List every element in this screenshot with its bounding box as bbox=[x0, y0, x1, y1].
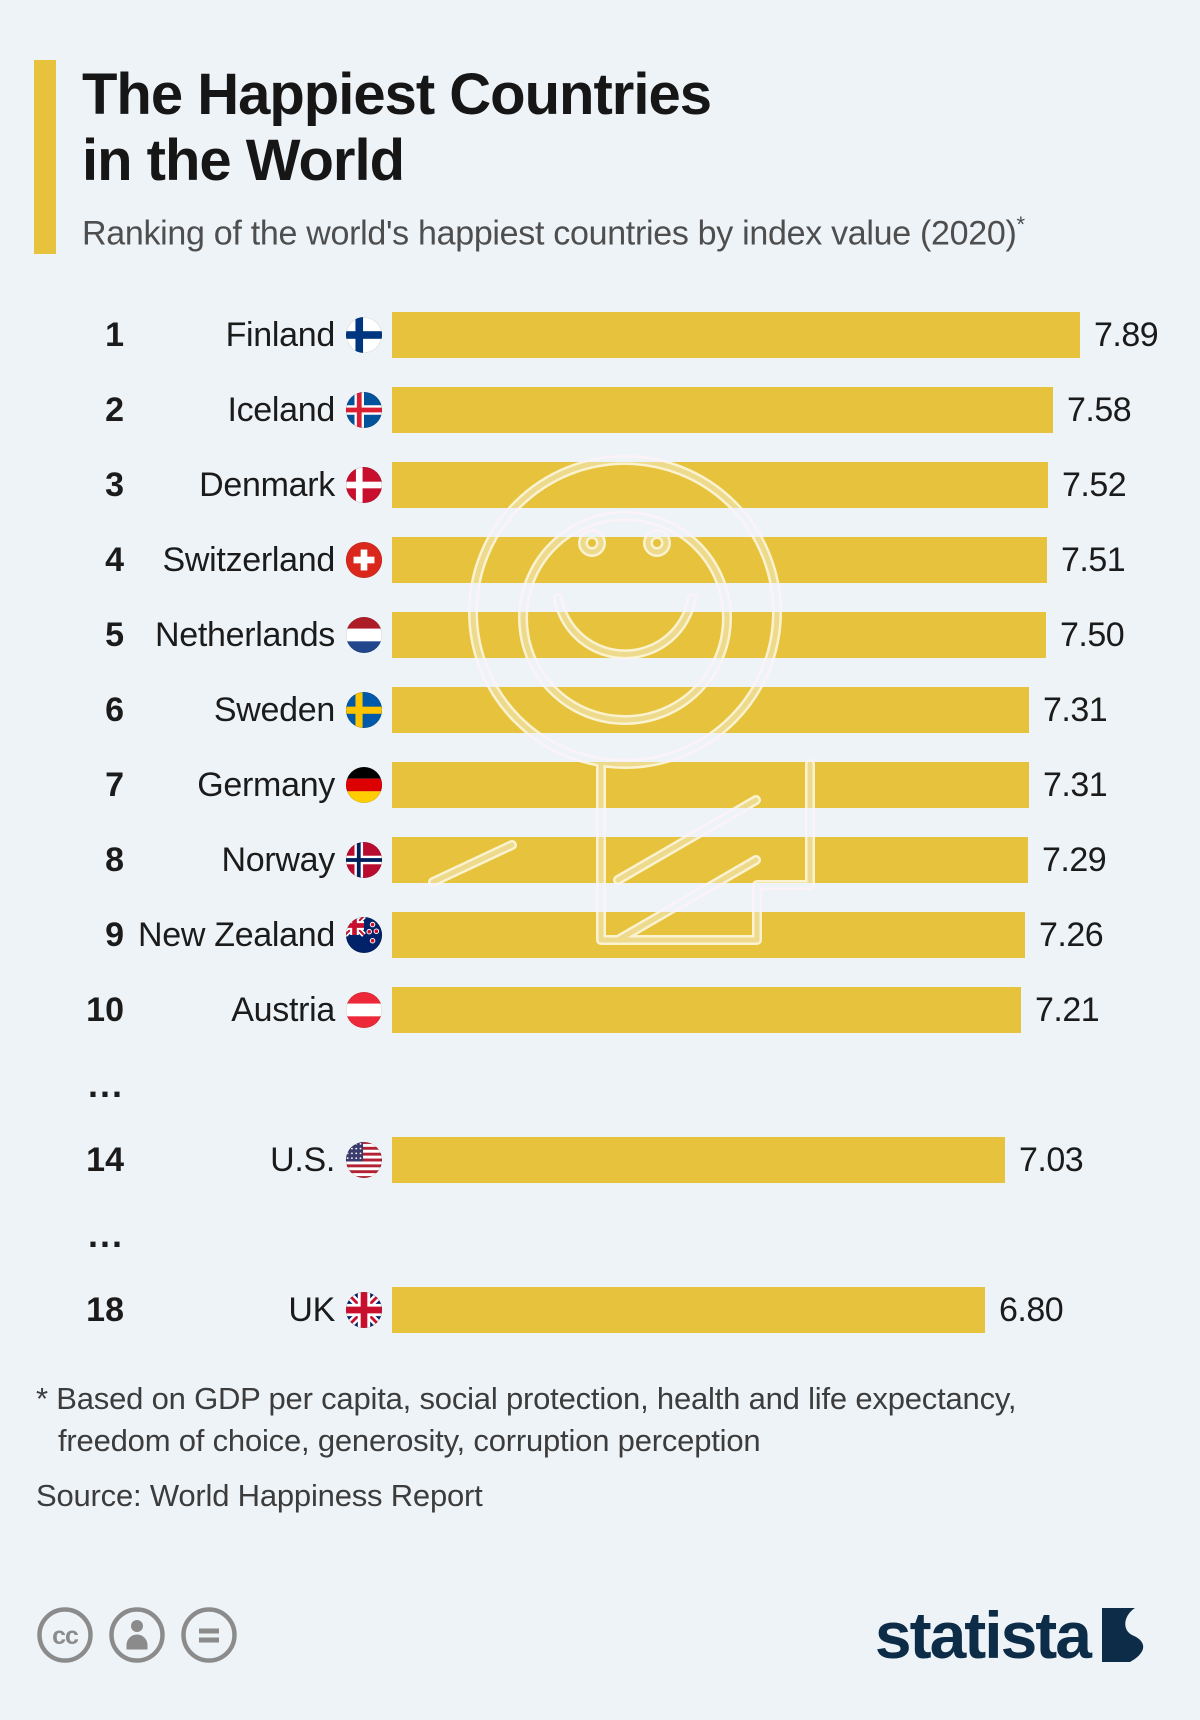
bar bbox=[392, 462, 1048, 509]
rank-label: 10 bbox=[86, 990, 124, 1029]
chart-row: 8 Norway 7.29 bbox=[0, 823, 1200, 898]
ellipsis-row: ... bbox=[0, 1048, 1200, 1123]
us-flag bbox=[345, 1141, 383, 1179]
bar bbox=[392, 687, 1029, 734]
austria-flag bbox=[345, 991, 383, 1029]
rank-label: 5 bbox=[105, 615, 124, 654]
value-label: 7.31 bbox=[1043, 690, 1108, 729]
ellipsis-label: ... bbox=[87, 1064, 124, 1106]
value-label: 7.26 bbox=[1039, 915, 1104, 954]
value-label: 7.29 bbox=[1042, 840, 1107, 879]
chart-row: 6 Sweden 7.31 bbox=[0, 673, 1200, 748]
chart-row: 2 Iceland 7.58 bbox=[0, 373, 1200, 448]
value-label: 7.51 bbox=[1061, 540, 1126, 579]
license-badges: cc bbox=[36, 1606, 238, 1664]
country-label: UK bbox=[288, 1290, 335, 1329]
country-label: Austria bbox=[231, 990, 335, 1029]
cc-icon: cc bbox=[37, 1607, 93, 1663]
netherlands-flag bbox=[345, 616, 383, 654]
statista-wordmark: statista bbox=[874, 1597, 1092, 1672]
footnote-line-2: freedom of choice, generosity, corruptio… bbox=[58, 1422, 761, 1458]
germany-flag bbox=[345, 766, 383, 804]
title-line-2: in the World bbox=[82, 128, 405, 194]
page-subtitle: Ranking of the world's happiest countrie… bbox=[82, 212, 1025, 253]
source-line: Source: World Happiness Report bbox=[36, 1477, 483, 1513]
chart-row: 10 Austria 7.21 bbox=[0, 973, 1200, 1048]
chart-row: 1 Finland 7.89 bbox=[0, 298, 1200, 373]
bar bbox=[392, 1287, 985, 1334]
ellipsis-label: ... bbox=[87, 1214, 124, 1256]
bar bbox=[392, 987, 1021, 1034]
country-label: Germany bbox=[197, 765, 335, 804]
rank-label: 2 bbox=[105, 390, 124, 429]
rank-label: 14 bbox=[86, 1140, 124, 1179]
statista-logo: statista bbox=[874, 1597, 1156, 1672]
bar bbox=[392, 387, 1053, 434]
rank-label: 1 bbox=[105, 315, 124, 354]
bar bbox=[392, 312, 1080, 359]
happiness-bar-chart: 1 Finland 7.89 2 Iceland 7.58 3 Denmark … bbox=[0, 298, 1200, 1348]
value-label: 7.52 bbox=[1062, 465, 1127, 504]
by-icon bbox=[109, 1607, 165, 1663]
country-label: Denmark bbox=[199, 465, 335, 504]
footnote: * Based on GDP per capita, social protec… bbox=[36, 1378, 1160, 1462]
title-line-1: The Happiest Countries bbox=[82, 62, 712, 127]
sweden-flag bbox=[345, 691, 383, 729]
rank-label: 4 bbox=[105, 540, 124, 579]
rank-label: 9 bbox=[105, 915, 124, 954]
rank-label: 3 bbox=[105, 465, 124, 504]
chart-row: 7 Germany 7.31 bbox=[0, 748, 1200, 823]
bar bbox=[392, 762, 1029, 809]
country-label: Switzerland bbox=[162, 540, 336, 579]
country-label: Norway bbox=[221, 840, 336, 879]
value-label: 7.03 bbox=[1019, 1140, 1084, 1179]
rank-label: 18 bbox=[86, 1290, 124, 1329]
value-label: 6.80 bbox=[999, 1290, 1064, 1329]
value-label: 7.58 bbox=[1067, 390, 1132, 429]
footnote-asterisk: * bbox=[1016, 212, 1025, 238]
svg-text:cc: cc bbox=[52, 1622, 79, 1650]
accent-bar bbox=[34, 60, 56, 254]
rank-label: 6 bbox=[105, 690, 124, 729]
value-label: 7.50 bbox=[1060, 615, 1125, 654]
rank-label: 7 bbox=[105, 765, 124, 804]
statista-logo-mark bbox=[1102, 1608, 1156, 1663]
bottom-bar: cc statista bbox=[36, 1597, 1156, 1672]
denmark-flag bbox=[345, 466, 383, 504]
nd-icon bbox=[181, 1607, 237, 1663]
ellipsis-row: ... bbox=[0, 1198, 1200, 1273]
country-label: Sweden bbox=[213, 690, 335, 729]
new-zealand-flag bbox=[345, 916, 383, 954]
iceland-flag bbox=[345, 391, 383, 429]
bar bbox=[392, 612, 1046, 659]
chart-row: 9 New Zealand 7.26 bbox=[0, 898, 1200, 973]
chart-row: 14 U.S. 7.03 bbox=[0, 1123, 1200, 1198]
country-label: Finland bbox=[225, 315, 336, 354]
chart-row: 4 Switzerland 7.51 bbox=[0, 523, 1200, 598]
norway-flag bbox=[345, 841, 383, 879]
bar bbox=[392, 1137, 1005, 1184]
country-label: U.S. bbox=[270, 1140, 335, 1179]
bar bbox=[392, 537, 1047, 584]
chart-row: 5 Netherlands 7.50 bbox=[0, 598, 1200, 673]
value-label: 7.31 bbox=[1043, 765, 1108, 804]
header: The Happiest Countries in the World Rank… bbox=[0, 0, 1200, 254]
finland-flag bbox=[345, 316, 383, 354]
page-title: The Happiest Countries in the World bbox=[82, 62, 1025, 194]
chart-row: 3 Denmark 7.52 bbox=[0, 448, 1200, 523]
country-label: Netherlands bbox=[154, 615, 335, 654]
value-label: 7.89 bbox=[1094, 315, 1159, 354]
uk-flag bbox=[345, 1291, 383, 1329]
country-label: Iceland bbox=[227, 390, 335, 429]
rank-label: 8 bbox=[105, 840, 124, 879]
bar bbox=[392, 837, 1028, 884]
switzerland-flag bbox=[345, 541, 383, 579]
bar bbox=[392, 912, 1025, 959]
footnote-line-1: * Based on GDP per capita, social protec… bbox=[36, 1380, 1017, 1416]
value-label: 7.21 bbox=[1035, 990, 1100, 1029]
country-label: New Zealand bbox=[137, 915, 335, 954]
chart-row: 18 UK 6.80 bbox=[0, 1273, 1200, 1348]
